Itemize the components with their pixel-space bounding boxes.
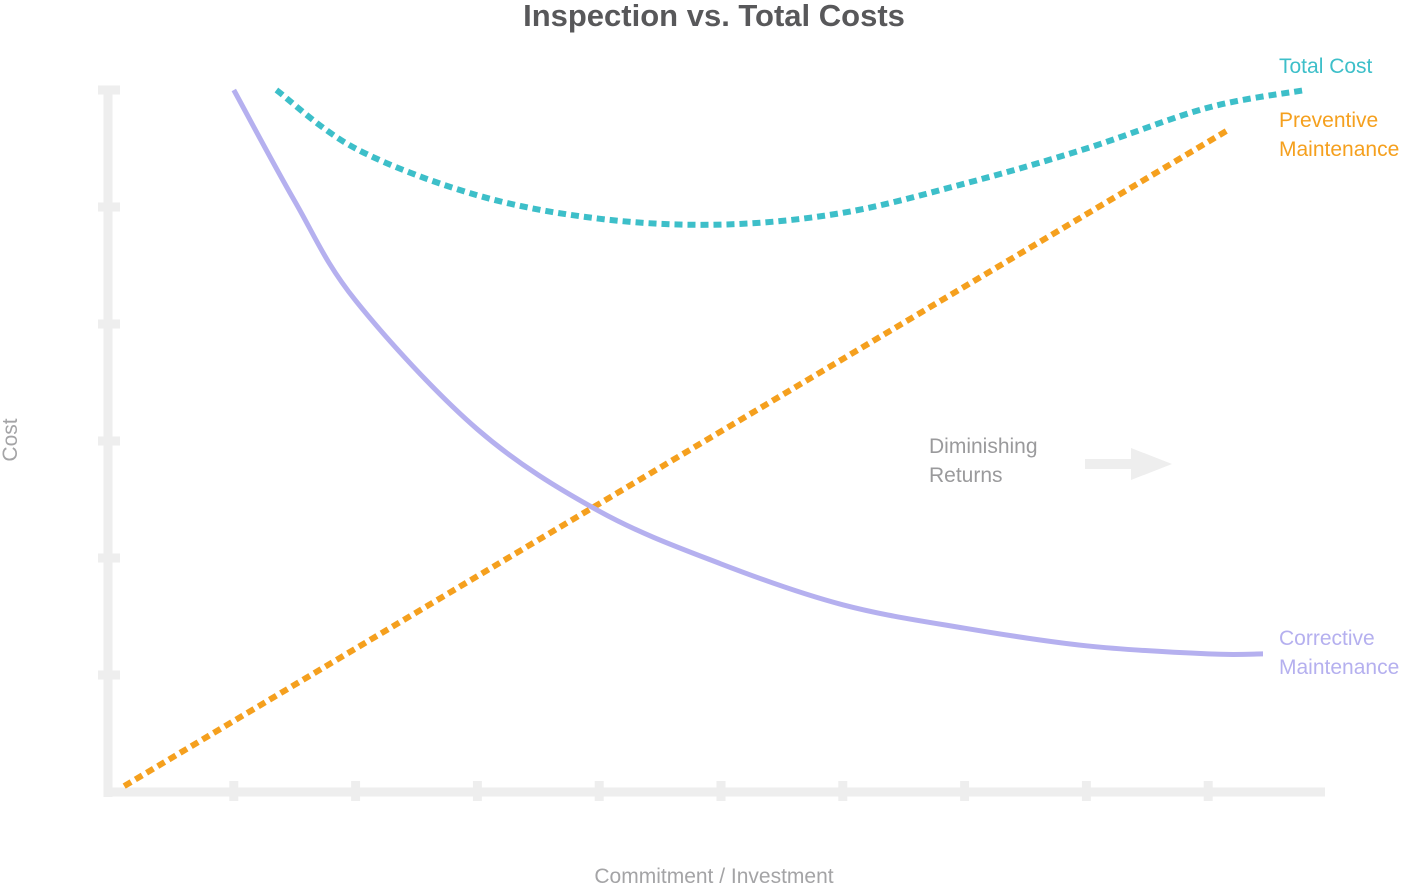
x-axis-title: Commitment / Investment [594,865,833,885]
series-labels: Total Cost Preventive Maintenance Correctiv… [1279,55,1399,679]
series-label-corrective-maintenance: Maintenance [1279,656,1399,679]
axis-ticks [98,85,1213,801]
series-line-preventive-maintenance [122,128,1229,789]
series-label-total-cost: Total Cost [1279,55,1373,78]
series-label-corrective-maintenance: Corrective [1279,627,1375,650]
diminishing-returns-annotation: Diminishing Returns [929,435,1172,487]
series-line-corrective-maintenance [231,88,1264,658]
annotation-line-1: Diminishing [929,435,1038,458]
series-label-preventive-maintenance: Maintenance [1279,138,1399,161]
annotation-line-2: Returns [929,464,1003,487]
arrow-right-icon [1085,448,1172,480]
series-layer [122,87,1307,789]
series-label-preventive-maintenance: Preventive [1279,109,1378,132]
y-axis-title: Cost [0,418,22,461]
chart-title: Inspection vs. Total Costs [523,0,905,33]
series-line-total-cost [274,87,1307,228]
